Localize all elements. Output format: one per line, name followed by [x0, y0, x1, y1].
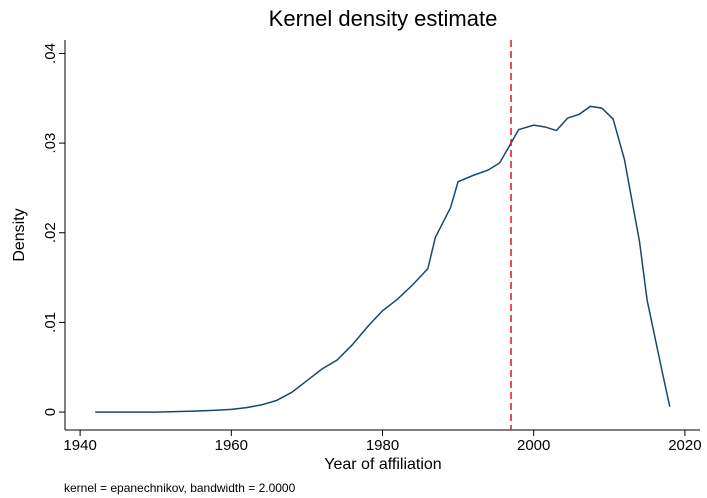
chart-title: Kernel density estimate — [269, 6, 498, 31]
y-tick-label: .03 — [42, 133, 59, 154]
note: kernel = epanechnikov, bandwidth = 2.000… — [64, 481, 296, 495]
x-axis-title: Year of affiliation — [324, 456, 441, 473]
x-tick-label: 2000 — [517, 437, 550, 454]
y-tick-label: .01 — [42, 312, 59, 333]
x-tick-label: 1980 — [366, 437, 399, 454]
y-tick-label: .02 — [42, 222, 59, 243]
x-tick-label: 1940 — [63, 437, 96, 454]
y-tick-label: 0 — [42, 408, 59, 416]
density-line — [95, 105, 671, 413]
x-tick-label: 2020 — [668, 437, 701, 454]
x-tick-label: 1960 — [215, 437, 248, 454]
y-axis-title: Density — [11, 208, 28, 261]
y-tick-label: .04 — [42, 43, 59, 64]
